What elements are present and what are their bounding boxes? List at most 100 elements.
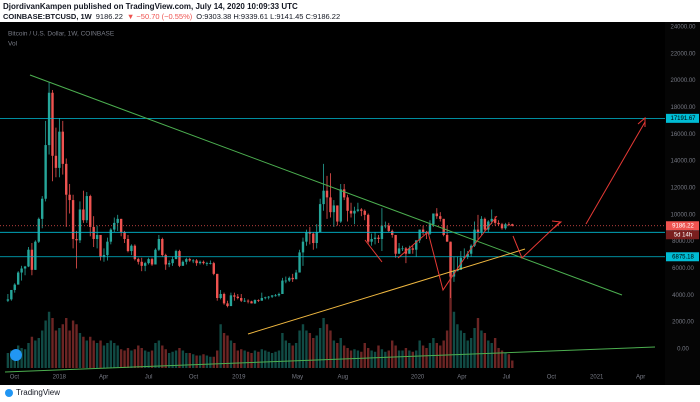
candle-body [298,252,301,273]
candle-body [346,197,349,211]
volume-bar [119,349,123,368]
candle-body [281,280,284,294]
candle-body [432,213,435,225]
volume-bar [6,353,10,368]
volume-bar [212,356,215,368]
x-tick-label: Aug [337,375,348,381]
volume-bar [20,348,23,368]
volume-bar [291,345,294,368]
candle-body [332,205,336,213]
volume-bar [360,351,363,368]
volume-bar [154,343,157,368]
candle-body [178,251,181,266]
candle-body [54,155,58,168]
candle-body [10,289,13,300]
candle-body [140,261,143,266]
y-tick-label: 6000.00 [672,266,694,272]
volume-bar [185,353,188,368]
volume-bar [483,333,487,368]
volume-bar [284,340,288,368]
candle-body [16,272,20,285]
candle-body [44,145,47,199]
candle-body [270,295,274,297]
candle-body [89,196,92,227]
candle-body [209,263,212,264]
candle-body [308,232,312,234]
candle-body [205,263,209,264]
candle-body [497,222,500,225]
candle-body [305,232,308,242]
volume-bar [404,348,408,368]
candle-body [373,237,377,239]
volume-bar [253,350,257,368]
volume-bar [432,338,435,368]
volume-bar [95,343,99,368]
volume-bar [51,318,54,368]
candle-body [171,259,174,264]
x-tick-label: Apr [636,375,645,381]
countdown-tag [666,230,699,240]
candle-body [504,224,507,229]
candle-body [99,234,102,257]
candle-body [257,300,260,301]
volume-bar [34,340,37,368]
candle-body [198,261,202,264]
candle-body [240,298,243,301]
candle-body [428,224,432,234]
volume-bar [339,338,342,368]
candle-body [133,245,137,260]
candle-body [147,259,150,264]
candle-body [411,248,414,250]
volume-bar [102,345,106,368]
symbol: COINBASE:BTCUSD, 1W [3,12,93,21]
candle-body [253,300,257,304]
candle-body [106,241,109,256]
volume-bar [504,353,507,368]
volume-bar [10,350,13,368]
volume-bar [157,340,161,368]
volume-bar [106,343,109,368]
candle-body [322,190,325,205]
volume-bar [174,350,178,368]
volume-bar [342,345,346,368]
candle-body [161,238,164,256]
volume-bar [89,336,92,368]
candle-body [167,263,171,265]
volume-bar [301,324,305,368]
volume-bar [459,330,463,368]
candle-body [449,241,452,277]
level-tag [666,113,699,123]
candle-body [360,209,363,211]
volume-bar [85,340,89,368]
volume-bar [68,330,71,368]
volume-bar [205,355,209,368]
volume-bar [397,350,401,368]
candle-body [185,259,188,262]
candle-body [113,222,116,230]
level-label: 6875.18 [672,254,694,260]
volume-bar [380,349,384,368]
volume-bar [171,351,174,368]
volume-bar [137,345,140,368]
candle-body [222,293,226,304]
volume-bar [147,351,150,368]
candle-body [490,218,493,222]
arrow [512,221,561,259]
candle-body [483,218,487,230]
chart-title: Bitcoin / U.S. Dollar, 1W, COINBASE [8,31,115,38]
volume-bar [281,333,284,368]
x-tick-label: 2018 [53,375,67,381]
volume-bar [99,340,102,368]
candle-body [408,248,411,254]
volume-bar [188,353,191,368]
candle-body [294,272,298,280]
candle-body [318,204,322,233]
volume-bar [305,330,308,368]
logo-badge [10,349,22,361]
volume-bar [373,351,377,368]
candle-body [85,196,89,221]
volume-bar [445,330,449,368]
candle-body [216,273,219,299]
volume-bar [391,340,394,368]
volume-bar [439,345,442,368]
